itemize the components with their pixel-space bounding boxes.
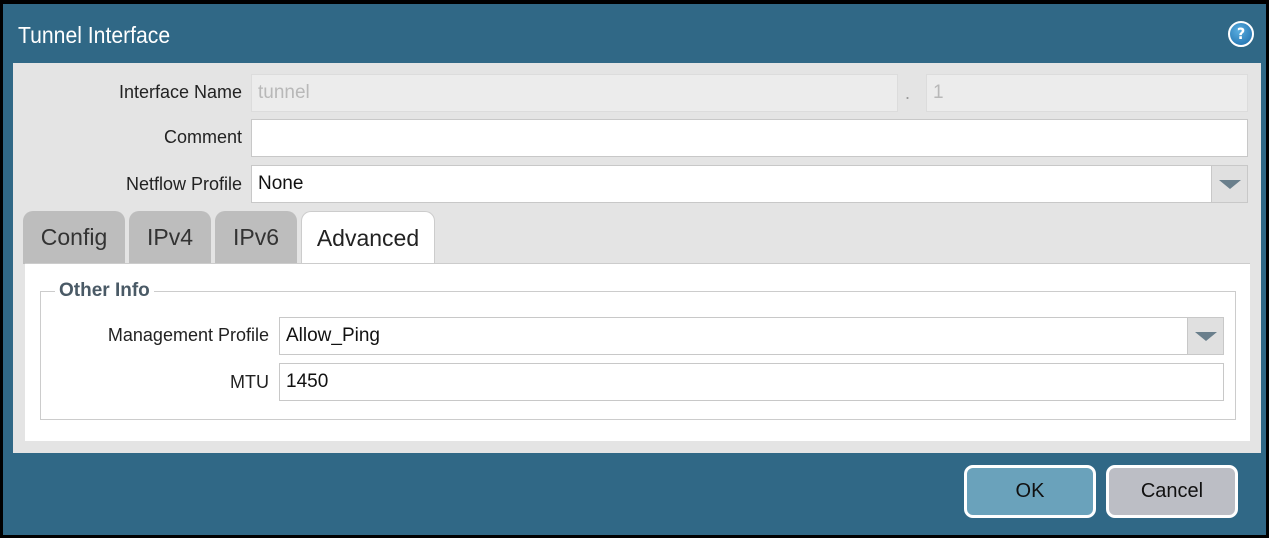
tab-ipv4[interactable]: IPv4 xyxy=(129,211,211,264)
interface-name-input[interactable]: tunnel xyxy=(251,74,898,112)
other-info-title: Other Info xyxy=(55,280,154,302)
interface-name-label: Interface Name xyxy=(118,82,242,102)
management-profile-select[interactable]: Allow_Ping xyxy=(279,317,1188,355)
netflow-dropdown-button[interactable] xyxy=(1211,165,1248,203)
interface-separator: . xyxy=(905,83,911,103)
ok-button[interactable]: OK xyxy=(964,465,1096,518)
chevron-down-icon xyxy=(1218,179,1241,189)
advanced-panel: Other Info Management Profile Allow_Ping… xyxy=(25,263,1250,441)
mtu-label: MTU xyxy=(230,372,269,392)
chevron-down-icon xyxy=(1194,331,1217,341)
help-icon[interactable]: ? xyxy=(1228,21,1254,47)
dialog-body: Interface Name tunnel . 1 Comment Netflo… xyxy=(13,63,1261,453)
other-info-group xyxy=(40,291,1236,420)
cancel-button[interactable]: Cancel xyxy=(1106,465,1238,518)
tab-ipv6[interactable]: IPv6 xyxy=(215,211,297,264)
tab-advanced[interactable]: Advanced xyxy=(301,211,435,265)
comment-label: Comment xyxy=(163,127,242,147)
management-profile-label: Management Profile xyxy=(107,325,269,345)
netflow-profile-label: Netflow Profile xyxy=(125,174,242,194)
tunnel-interface-dialog: Tunnel Interface ? Interface Name tunnel… xyxy=(3,4,1266,535)
netflow-profile-select[interactable]: None xyxy=(251,165,1212,203)
dialog-title: Tunnel Interface xyxy=(18,22,171,48)
tab-config[interactable]: Config xyxy=(23,211,125,264)
comment-input[interactable] xyxy=(251,119,1248,157)
mtu-input[interactable]: 1450 xyxy=(279,363,1224,401)
management-profile-dropdown-button[interactable] xyxy=(1187,317,1224,355)
interface-suffix-input[interactable]: 1 xyxy=(926,74,1248,112)
